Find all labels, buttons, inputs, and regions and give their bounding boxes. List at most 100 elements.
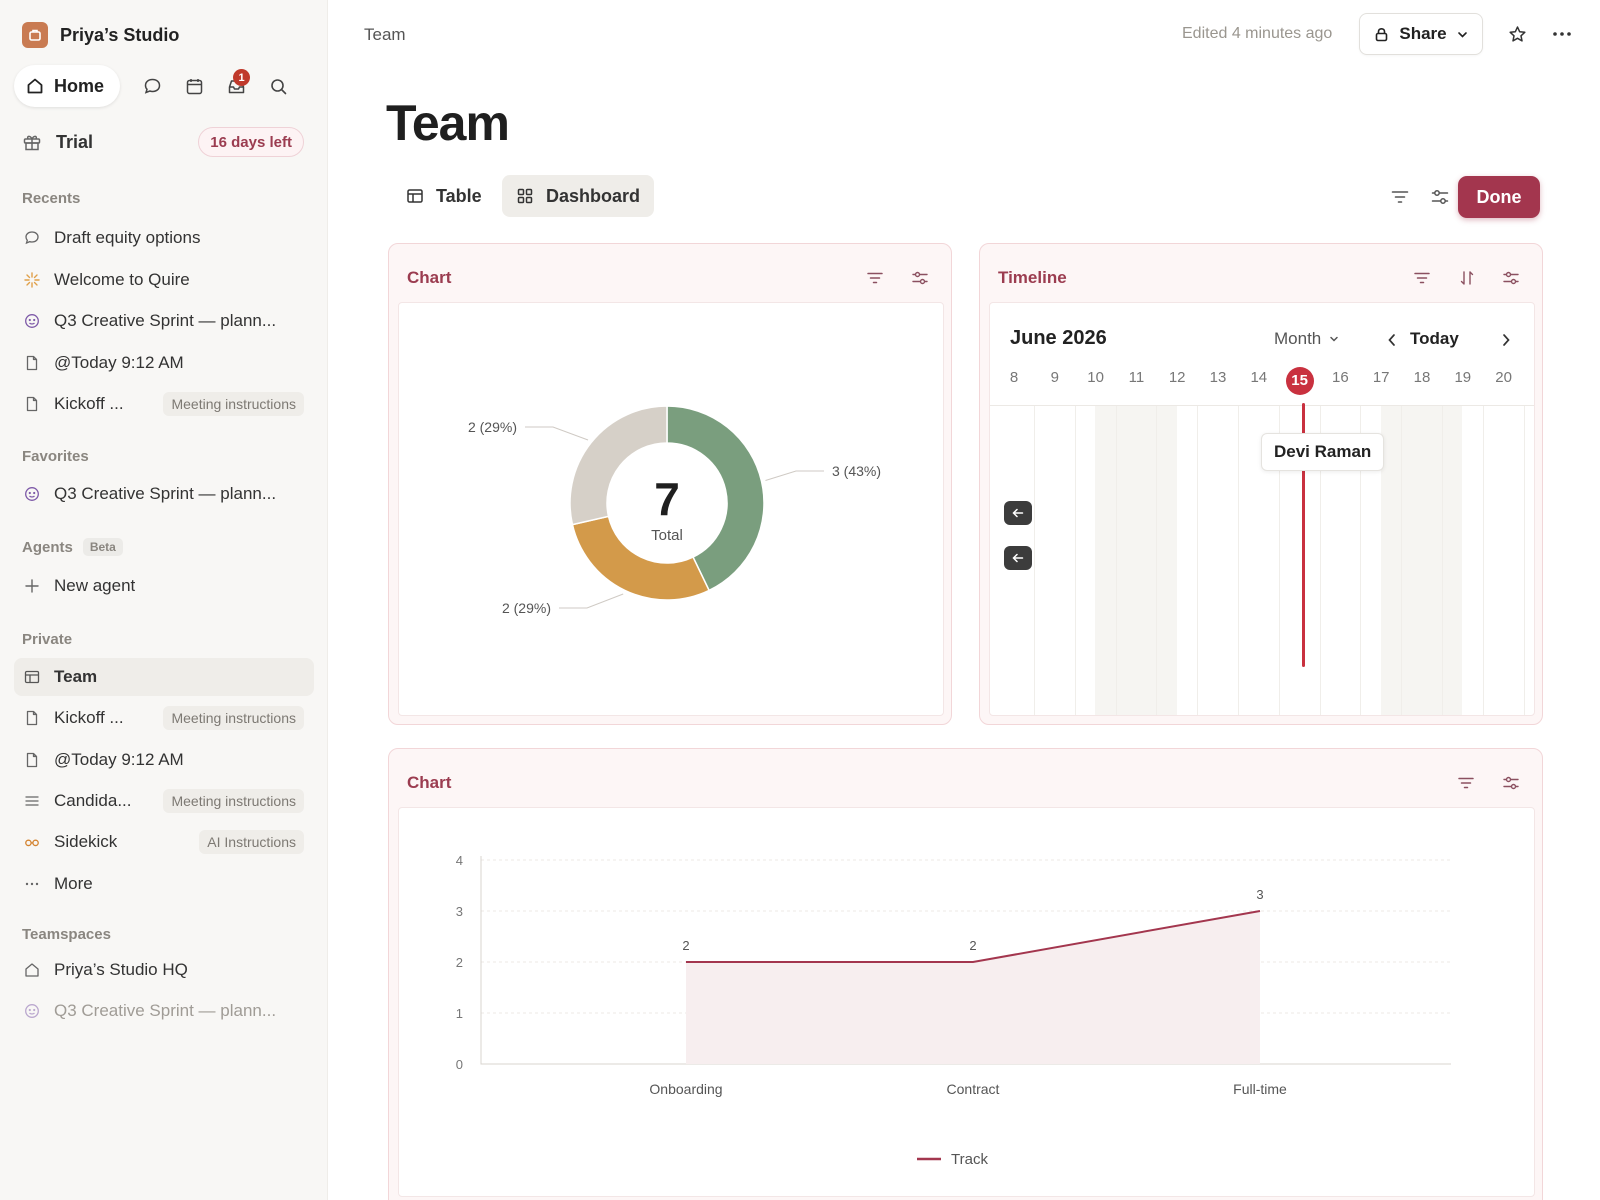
sidebar-item-label: Kickoff ... xyxy=(54,394,124,413)
timeline-day-label[interactable]: 9 xyxy=(1050,369,1059,386)
sidebar-item-tag: Meeting instructions xyxy=(163,788,304,813)
line-filter-button[interactable] xyxy=(1454,771,1478,795)
donut-chart-title: Chart xyxy=(407,268,452,287)
sidebar-item[interactable]: Team xyxy=(14,658,314,696)
workspace-switcher[interactable]: Priya’s Studio xyxy=(22,22,179,48)
sidebar-item[interactable]: Priya’s Studio HQ xyxy=(14,951,314,989)
chevron-down-icon xyxy=(1457,31,1467,38)
timeline-prev-button[interactable] xyxy=(1382,330,1402,350)
filter-button[interactable] xyxy=(1386,183,1414,211)
donut-slice[interactable] xyxy=(569,405,668,526)
sidebar-item[interactable]: Q3 Creative Sprint — plann... xyxy=(14,475,314,513)
emoji-icon xyxy=(24,313,40,329)
private-heading: Private xyxy=(22,631,73,648)
done-button[interactable]: Done xyxy=(1458,176,1540,218)
arrow-left-icon xyxy=(1012,508,1024,518)
more-icon xyxy=(24,876,40,892)
line-settings-button[interactable] xyxy=(1499,771,1523,795)
favorite-button[interactable] xyxy=(1503,20,1531,48)
donut-chart-area: 3 (43%) 2 (29%) 2 (29%) 7 Total xyxy=(398,302,944,716)
home-button[interactable]: Home xyxy=(14,65,121,107)
calendar-button[interactable] xyxy=(174,66,214,106)
series-line[interactable] xyxy=(686,910,1261,963)
sidebar-item[interactable]: Kickoff ... Meeting instructions xyxy=(14,699,314,737)
donut-slice[interactable] xyxy=(571,515,711,601)
timeline-today-button[interactable]: Today xyxy=(1410,329,1459,348)
line-chart: 0 1 2 3 4 2 Onboarding 2 Contract 3 Full-time Track xyxy=(456,853,1451,1168)
timeline-sort-button[interactable] xyxy=(1455,266,1479,290)
glasses-icon xyxy=(24,834,40,850)
line-chart-area: 0 1 2 3 4 2 Onboarding 2 Contract 3 Full-time Track xyxy=(398,807,1535,1197)
timeline-filter-button[interactable] xyxy=(1410,266,1434,290)
inbox-badge: 1 xyxy=(233,69,251,86)
sidebar-item-tag: AI Instructions xyxy=(199,830,304,855)
y-tick-label: 1 xyxy=(456,1006,463,1021)
sidebar-item[interactable]: Candida... Meeting instructions xyxy=(14,782,314,820)
share-button[interactable]: Share xyxy=(1359,13,1483,55)
inbox-button[interactable]: 1 xyxy=(216,66,256,106)
sidebar-item[interactable]: Q3 Creative Sprint — plann... xyxy=(14,302,314,340)
breadcrumb[interactable]: Team xyxy=(364,25,406,44)
timeline-day-label[interactable]: 19 xyxy=(1454,369,1472,386)
trial-row[interactable]: Trial 16 days left xyxy=(22,126,304,158)
timeline-day-label[interactable]: 17 xyxy=(1372,369,1390,386)
sidebar-item-label: Sidekick xyxy=(54,832,118,852)
timeline-area: June 2026 Month Today 8 9 10 11 12 13 14 15 16 17… xyxy=(989,302,1535,716)
more-horizontal-icon xyxy=(1553,32,1571,36)
donut-slice[interactable] xyxy=(666,405,765,592)
tab-dashboard[interactable]: Dashboard xyxy=(502,175,655,217)
sidebar-item-label: Welcome to Quire xyxy=(54,269,190,289)
timeline-day-label[interactable]: 16 xyxy=(1332,369,1349,386)
sparkle-icon xyxy=(24,271,40,288)
search-button[interactable] xyxy=(258,66,298,106)
timeline-day-column xyxy=(1115,406,1117,715)
timeline-event[interactable]: Devi Raman xyxy=(1261,433,1385,471)
sidebar-item[interactable]: Q3 Creative Sprint — plann... xyxy=(14,992,314,1030)
chat-button[interactable] xyxy=(132,66,172,106)
timeline-view-label: Month xyxy=(1274,329,1322,348)
donut-settings-button[interactable] xyxy=(908,266,932,290)
trial-label: Trial xyxy=(56,131,94,152)
sidebar-item[interactable]: New agent xyxy=(14,567,314,605)
trial-days-badge[interactable]: 16 days left xyxy=(198,127,304,157)
timeline-scroll-button[interactable] xyxy=(1004,546,1032,570)
sidebar-item[interactable]: @Today 9:12 AM xyxy=(14,344,314,382)
timeline-day-label[interactable]: 13 xyxy=(1209,369,1227,386)
timeline-day-label[interactable]: 12 xyxy=(1168,369,1186,386)
legend-label[interactable]: Track xyxy=(951,1151,988,1168)
favorites-heading: Favorites xyxy=(22,448,89,465)
tab-table-label: Table xyxy=(436,185,482,206)
share-label: Share xyxy=(1399,24,1447,43)
sidebar-item[interactable]: Welcome to Quire xyxy=(14,261,314,299)
timeline-day-label[interactable]: 11 xyxy=(1128,369,1145,386)
timeline-view-select[interactable]: Month xyxy=(1274,329,1339,349)
donut-chart: 3 (43%) 2 (29%) 2 (29%) 7 Total xyxy=(468,405,881,616)
donut-slice-label: 2 (29%) xyxy=(502,600,551,616)
page-icon xyxy=(24,752,40,768)
timeline-day-label[interactable]: 15 xyxy=(1285,367,1314,395)
sidebar-item[interactable]: Sidekick AI Instructions xyxy=(14,823,314,861)
teamspaces-heading: Teamspaces xyxy=(22,926,111,943)
sidebar-item[interactable]: Kickoff ... Meeting instructions xyxy=(14,385,314,423)
timeline-scroll-button[interactable] xyxy=(1004,501,1032,525)
sidebar-item[interactable]: More xyxy=(14,865,314,903)
table-icon xyxy=(407,189,423,203)
timeline-next-button[interactable] xyxy=(1496,330,1516,350)
timeline-day-label[interactable]: 18 xyxy=(1413,369,1431,386)
timeline-day-label[interactable]: 14 xyxy=(1250,369,1268,386)
filter-icon xyxy=(1391,191,1409,203)
sidebar-item[interactable]: Draft equity options xyxy=(14,219,314,257)
tab-table[interactable]: Table xyxy=(392,175,496,217)
settings-button[interactable] xyxy=(1426,183,1454,211)
timeline-day-label[interactable]: 8 xyxy=(1009,369,1019,386)
timeline-day-label[interactable]: 10 xyxy=(1087,369,1104,386)
workspace-name: Priya’s Studio xyxy=(60,24,180,45)
agents-heading-label: Agents xyxy=(22,538,73,556)
more-options-button[interactable] xyxy=(1548,20,1576,48)
timeline-settings-button[interactable] xyxy=(1499,266,1523,290)
donut-filter-button[interactable] xyxy=(863,266,887,290)
sidebar-item-label: Team xyxy=(54,667,98,686)
sidebar-item[interactable]: @Today 9:12 AM xyxy=(14,741,314,779)
timeline-day-label[interactable]: 20 xyxy=(1495,369,1512,386)
timeline-title: Timeline xyxy=(998,268,1067,287)
